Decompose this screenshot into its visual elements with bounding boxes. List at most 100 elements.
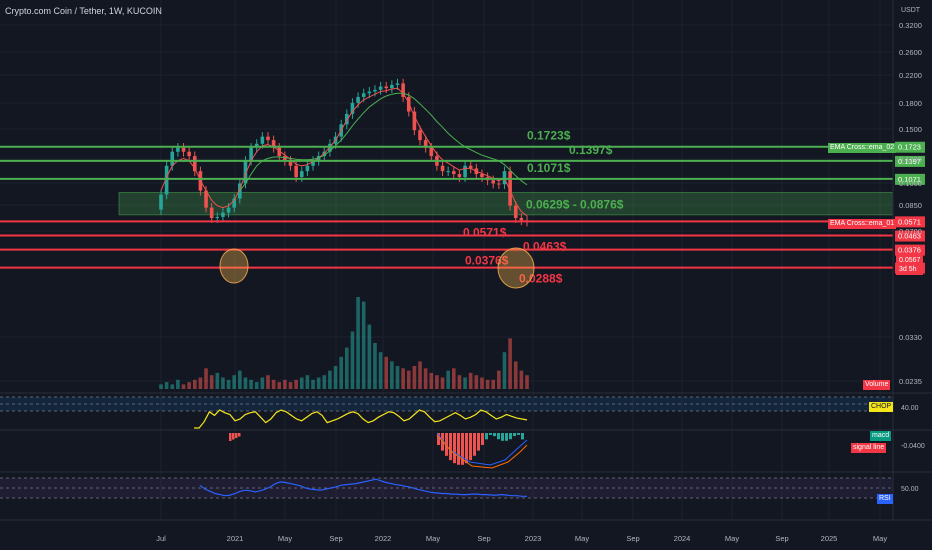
volume-bar (243, 377, 248, 389)
volume-bar (339, 356, 343, 389)
signal-line-label: signal line (851, 443, 887, 453)
y-tick-label: 0.0330 (899, 333, 922, 342)
candle-body (181, 147, 186, 152)
volume-bar (463, 377, 467, 389)
chart-grid (0, 0, 893, 520)
macd-histogram-bar (238, 433, 241, 437)
level-label: 0.1397$ (569, 143, 613, 157)
volume-bar (429, 372, 434, 389)
macd-pane (229, 432, 528, 469)
rsi-pane (0, 477, 893, 499)
y-tick-label: 0.1800 (899, 99, 922, 108)
candle-body (243, 160, 248, 184)
ema-02-label: EMA Cross::ema_02 (828, 143, 897, 153)
y-tick-label: 0.0850 (899, 201, 922, 210)
macd-histogram-bar (469, 433, 472, 461)
volume-bar (283, 379, 287, 389)
volume-bar (440, 377, 445, 389)
candle-body (232, 198, 236, 208)
macd-histogram-bar (465, 433, 468, 464)
candle-body (221, 212, 225, 217)
candle-body (418, 130, 422, 141)
level-price-tag-text: 0.1723 (898, 143, 921, 152)
macd-histogram-bar (489, 433, 492, 435)
last-price: 0.0567 (899, 257, 921, 264)
volume-bar (249, 379, 253, 389)
volume-bar (497, 370, 501, 389)
volume-bar (457, 375, 462, 389)
candle-body (412, 111, 417, 131)
candle-body (463, 165, 467, 178)
volume-bar (322, 375, 327, 389)
volume-bar (198, 377, 203, 389)
volume-bar (215, 372, 220, 389)
volume-bar (333, 366, 338, 389)
signal-line (436, 434, 528, 469)
rsi-line (199, 478, 527, 497)
x-tick-label: 2023 (525, 534, 542, 543)
volume-bar (452, 368, 456, 389)
volume-bar (164, 382, 169, 389)
macd-histogram-bar (229, 433, 232, 441)
volume-bar (238, 370, 242, 389)
candle-countdown: 3d 5h (899, 266, 917, 273)
candle-body (513, 205, 518, 219)
candle-body (446, 171, 450, 173)
candle-body (395, 83, 400, 85)
volume-bar (294, 379, 298, 389)
volume-bars (159, 297, 529, 389)
candle-body (204, 190, 208, 208)
chart-title: Crypto.com Coin / Tether, 1W, KUCOIN (5, 6, 162, 16)
macd-histogram-bar (493, 433, 496, 437)
macd-histogram-bar (485, 433, 488, 440)
candle-body (170, 151, 175, 166)
volume-bar (502, 352, 507, 389)
y-tick-label: 0.3200 (899, 21, 922, 30)
demand-zone: 0.0629$ - 0.0876$ (118, 191, 894, 216)
volume-bar (221, 377, 225, 389)
x-tick-label: Sep (626, 534, 639, 543)
volume-bar (373, 343, 377, 389)
level-price-tag-text: 0.1397 (898, 157, 921, 166)
ema-fast-line (160, 87, 528, 217)
candle-body (294, 165, 298, 178)
macd-histogram-bar (521, 433, 524, 440)
candle-body (187, 151, 191, 157)
macd-value: -0.0400 (901, 443, 925, 450)
candle-body (452, 171, 456, 175)
bottom-circle-2022 (497, 247, 535, 289)
candle-body (429, 147, 434, 157)
macd-histogram-bar (517, 433, 520, 435)
level-price-tag-text: 0.0376 (898, 246, 921, 255)
macd-label: macd (870, 431, 892, 441)
macd-histogram-bar (449, 433, 452, 461)
y-tick-label: 0.2600 (899, 48, 922, 57)
volume-bar (260, 377, 265, 389)
y-tick-label: 0.2200 (899, 71, 922, 80)
volume-bar (468, 372, 473, 389)
volume-bar (266, 375, 270, 389)
chop-value: 40.00 (901, 405, 919, 412)
macd-histogram-bar (497, 433, 500, 440)
volume-bar (226, 379, 231, 389)
x-tick-label: May (873, 534, 887, 543)
volume-bar (508, 338, 512, 389)
candle-body (192, 156, 197, 172)
volume-bar (204, 368, 208, 389)
level-label: 0.0571$ (463, 225, 507, 239)
candle-body (502, 171, 507, 185)
last-price-tag: 0.0567 3d 5h (896, 255, 924, 275)
macd-histogram-bar (461, 433, 464, 465)
candle-body (440, 165, 445, 172)
y-tick-label: 0.1000 (899, 179, 922, 188)
volume-bar (367, 324, 372, 389)
volume-bar (474, 375, 479, 389)
volume-bar (271, 379, 276, 389)
candle-body (508, 171, 512, 206)
macd-histogram-bar (473, 433, 476, 456)
x-tick-label: 2022 (375, 534, 392, 543)
level-price-tag (895, 141, 925, 153)
volume-bar (480, 377, 484, 389)
